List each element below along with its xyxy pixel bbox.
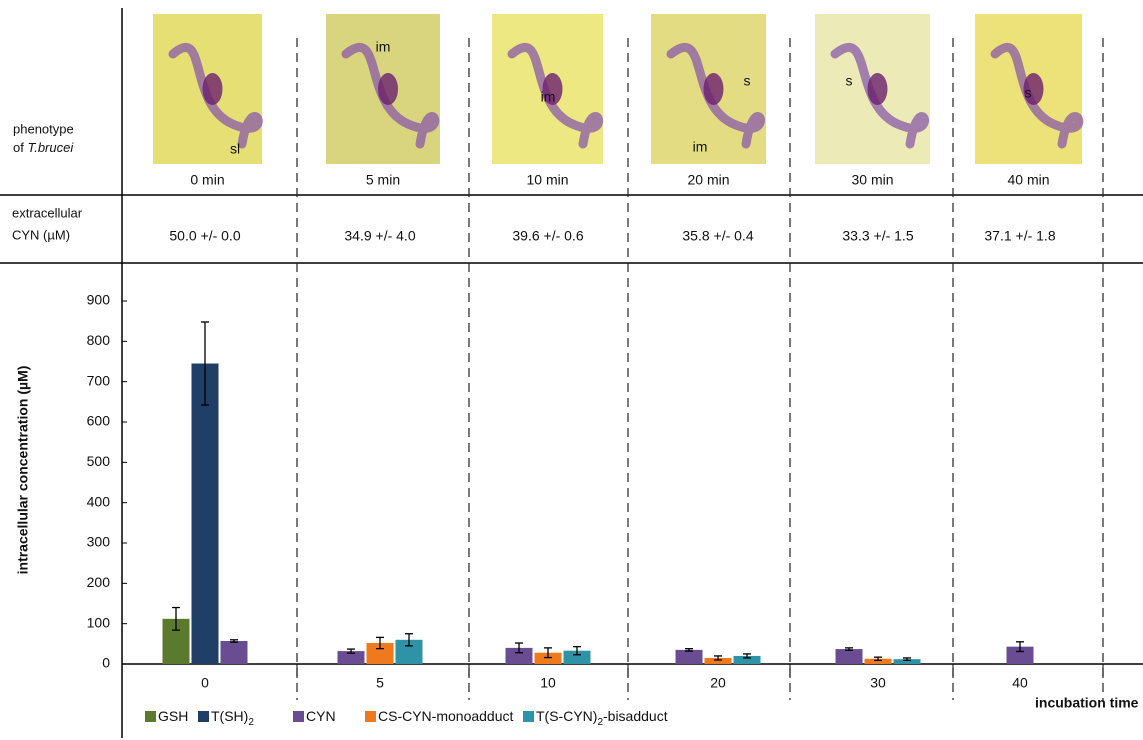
time-caption: 5 min <box>366 172 400 188</box>
image-mark: im <box>376 39 391 55</box>
image-mark: im <box>541 89 556 105</box>
image-mark: s <box>846 73 853 89</box>
time-caption: 30 min <box>851 172 893 188</box>
text-part: GSH <box>158 708 188 724</box>
x-tick-label: 10 <box>540 675 556 691</box>
extracellular-value: 50.0 +/- 0.0 <box>169 228 240 244</box>
y-tick-label: 400 <box>87 493 111 509</box>
extracellular-value: 39.6 +/- 0.6 <box>512 228 583 244</box>
text-part: 2 <box>248 717 254 728</box>
y-tick-label: 600 <box>87 413 111 429</box>
y-tick-label: 300 <box>87 534 111 550</box>
nucleus <box>378 73 398 105</box>
row-label: extracellular <box>12 205 83 220</box>
image-mark: s <box>1025 85 1032 101</box>
legend-swatch <box>523 711 534 722</box>
bar <box>192 364 219 664</box>
nucleus <box>704 73 724 105</box>
row-label-part: of <box>13 140 24 155</box>
y-tick-label: 500 <box>87 453 111 469</box>
legend-label: GSH <box>158 708 188 724</box>
figure: extracellular CYN (µM) phenotype of T.br… <box>0 0 1143 740</box>
y-tick-label: 900 <box>87 292 111 308</box>
legend-label: CS-CYN-monoadduct <box>378 708 513 724</box>
legend-swatch <box>145 711 156 722</box>
x-tick-label: 20 <box>710 675 726 691</box>
y-tick-label: 0 <box>102 655 110 671</box>
extracellular-value: 34.9 +/- 4.0 <box>344 228 415 244</box>
time-caption: 40 min <box>1007 172 1049 188</box>
legend-swatch <box>293 711 304 722</box>
bar <box>676 650 703 664</box>
nucleus <box>203 73 223 105</box>
y-axis-label: intracellular concentration (µM) <box>15 366 31 575</box>
row-label: of T.brucei <box>13 140 74 155</box>
legend-label: CYN <box>306 708 336 724</box>
bar <box>836 649 863 664</box>
y-tick-label: 800 <box>87 332 111 348</box>
time-caption: 10 min <box>526 172 568 188</box>
time-caption: 0 min <box>190 172 224 188</box>
image-mark: im <box>693 139 708 155</box>
text-part: -bisadduct <box>603 708 668 724</box>
row-label: CYN (µM) <box>12 227 70 242</box>
x-tick-label: 40 <box>1012 675 1028 691</box>
text-part: CYN <box>306 708 336 724</box>
extracellular-value: 33.3 +/- 1.5 <box>842 228 913 244</box>
legend-swatch <box>198 711 209 722</box>
time-caption: 20 min <box>687 172 729 188</box>
x-tick-label: 5 <box>376 675 384 691</box>
x-tick-label: 0 <box>201 675 209 691</box>
text-part: CS-CYN-monoadduct <box>378 708 513 724</box>
extracellular-value: 35.8 +/- 0.4 <box>682 228 753 244</box>
extracellular-value: 37.1 +/- 1.8 <box>984 228 1055 244</box>
bar <box>221 641 248 664</box>
legend-label: T(S-CYN)2-bisadduct <box>536 708 668 728</box>
x-tick-label: 30 <box>870 675 886 691</box>
legend-swatch <box>365 711 376 722</box>
y-tick-label: 100 <box>87 614 111 630</box>
text-part: T(SH) <box>211 708 248 724</box>
legend-label: T(SH)2 <box>211 708 254 728</box>
image-mark: s <box>744 73 751 89</box>
y-tick-label: 200 <box>87 574 111 590</box>
y-tick-label: 700 <box>87 372 111 388</box>
row-label: phenotype <box>13 121 74 136</box>
image-mark: sl <box>230 141 240 157</box>
x-axis-label: incubation time (min) <box>1035 695 1143 711</box>
text-part: T(S-CYN) <box>536 708 597 724</box>
error-bar <box>685 649 693 651</box>
nucleus <box>868 73 888 105</box>
row-label-part: T.brucei <box>27 140 74 155</box>
